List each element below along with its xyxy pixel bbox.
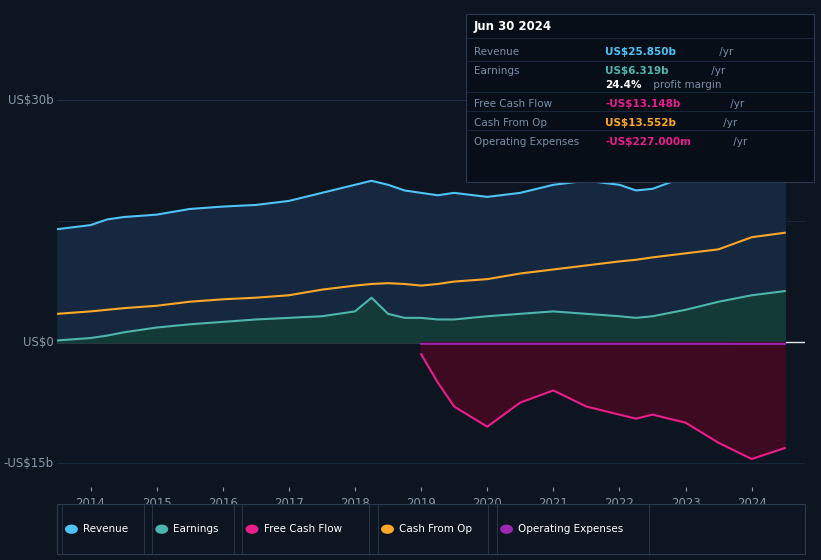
Text: /yr: /yr (708, 66, 725, 76)
Text: /yr: /yr (730, 137, 747, 147)
Text: Operating Expenses: Operating Expenses (518, 524, 623, 534)
Text: Free Cash Flow: Free Cash Flow (264, 524, 342, 534)
Text: Cash From Op: Cash From Op (399, 524, 472, 534)
Text: US$13.552b: US$13.552b (605, 118, 676, 128)
Text: Cash From Op: Cash From Op (474, 118, 547, 128)
Text: Operating Expenses: Operating Expenses (474, 137, 579, 147)
Text: /yr: /yr (720, 118, 737, 128)
Text: Free Cash Flow: Free Cash Flow (474, 99, 552, 109)
Text: US$0: US$0 (23, 335, 53, 348)
Text: /yr: /yr (716, 47, 733, 57)
Text: 24.4%: 24.4% (605, 80, 641, 90)
Text: US$6.319b: US$6.319b (605, 66, 668, 76)
Text: Revenue: Revenue (474, 47, 519, 57)
Text: -US$13.148b: -US$13.148b (605, 99, 681, 109)
Text: Earnings: Earnings (173, 524, 218, 534)
Text: Earnings: Earnings (474, 66, 519, 76)
Text: Revenue: Revenue (83, 524, 128, 534)
Text: -US$227.000m: -US$227.000m (605, 137, 691, 147)
Text: US$25.850b: US$25.850b (605, 47, 676, 57)
Text: Jun 30 2024: Jun 30 2024 (474, 20, 552, 32)
Text: /yr: /yr (727, 99, 744, 109)
Text: profit margin: profit margin (650, 80, 722, 90)
Text: -US$15b: -US$15b (3, 456, 53, 469)
Text: US$30b: US$30b (8, 94, 53, 106)
